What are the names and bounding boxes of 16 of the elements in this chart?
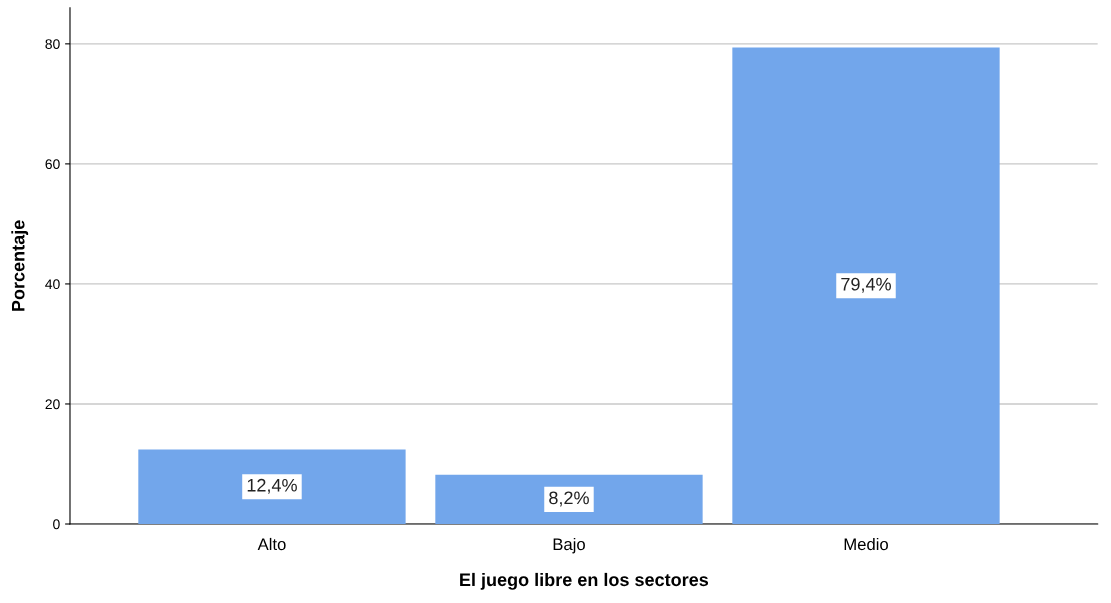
data-label: 12,4% [247, 478, 297, 494]
x-tick-label: Bajo [553, 537, 585, 554]
x-axis-title: El juego libre en los sectores [460, 572, 709, 590]
x-tick-label: Alto [257, 537, 286, 551]
y-tick-label: 80 [45, 39, 60, 50]
x-tick-label: Medio [844, 537, 888, 551]
bar [435, 474, 703, 525]
y-tick-label: 20 [45, 399, 60, 410]
data-label: 8,2% [549, 491, 589, 507]
y-tick-label: 60 [45, 159, 60, 170]
bar [732, 47, 1000, 525]
data-label: 79,4% [841, 277, 891, 293]
y-tick-label: 40 [45, 279, 60, 290]
y-axis-title: Porcentaje [11, 220, 29, 311]
bar [138, 449, 406, 525]
y-tick-label: 0 [53, 519, 60, 530]
